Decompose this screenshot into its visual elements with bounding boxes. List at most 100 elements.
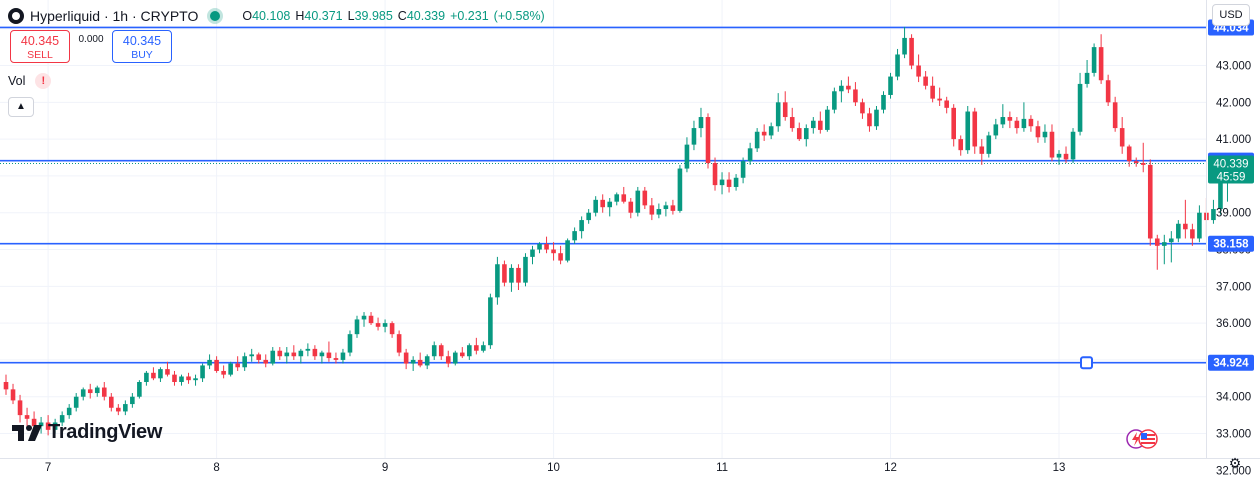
ohlc-low: L39.985 — [347, 9, 393, 23]
candle-body — [1126, 146, 1132, 162]
buy-button[interactable]: 40.345 BUY — [112, 30, 172, 63]
candle-body — [1021, 118, 1027, 129]
candle-body — [1112, 102, 1118, 129]
candle-body — [986, 135, 992, 154]
candle — [94, 385, 100, 397]
candle — [438, 343, 444, 360]
currency-selector[interactable]: USD — [1212, 4, 1250, 26]
candle-body — [17, 400, 23, 416]
candle — [495, 256, 500, 305]
candle — [825, 106, 830, 132]
candle — [368, 312, 374, 325]
candle-body — [312, 348, 318, 357]
candle-body — [347, 334, 353, 353]
candle-body — [277, 350, 283, 357]
candle — [684, 137, 690, 173]
gear-icon[interactable]: ⚙ — [1228, 455, 1242, 471]
candle-body — [979, 146, 985, 154]
candle — [144, 370, 149, 386]
candle — [663, 201, 669, 217]
candle — [1049, 124, 1055, 162]
candle — [109, 393, 114, 412]
ohlc-change: +0.231 — [450, 9, 489, 23]
symbol-name: Hyperliquid — [30, 8, 101, 24]
candle — [256, 352, 262, 364]
candle-body — [726, 179, 732, 187]
y-tick-label: 41.000 — [1216, 134, 1251, 146]
candle — [1169, 231, 1174, 263]
tradingview-logo[interactable]: TradingView — [12, 421, 162, 444]
candle-body — [698, 117, 704, 129]
candle — [165, 361, 170, 377]
candle-body — [291, 352, 297, 357]
candle-body — [558, 253, 563, 261]
volume-indicator[interactable]: Vol ! — [8, 73, 52, 89]
candle — [235, 356, 240, 371]
candle-body — [1042, 131, 1048, 138]
candle — [3, 374, 9, 395]
candle-body — [614, 194, 620, 202]
candle-body — [101, 387, 107, 397]
sell-button[interactable]: 40.345 SELL — [10, 30, 70, 63]
candle — [993, 118, 999, 140]
interval: 1h — [112, 8, 129, 24]
candle-body — [284, 352, 290, 357]
legend-title[interactable]: Hyperliquid · 1h · CRYPTO — [30, 8, 198, 24]
candle — [445, 350, 451, 368]
candle-body — [94, 387, 100, 394]
candle-body — [403, 352, 409, 364]
level-drag-handle[interactable] — [1080, 356, 1093, 370]
candle — [417, 352, 423, 368]
candle-body — [1056, 153, 1062, 158]
candle — [951, 104, 956, 147]
hyperliquid-logo-icon — [8, 8, 24, 24]
level-label-text: 34.924 — [1213, 358, 1249, 370]
candle-body — [186, 376, 191, 381]
candle-body — [1014, 120, 1020, 129]
candle — [361, 312, 367, 327]
candle — [298, 348, 304, 364]
candle — [1119, 117, 1125, 154]
candle — [691, 120, 697, 151]
candle — [747, 142, 753, 165]
candle — [45, 415, 51, 436]
candle — [481, 341, 486, 353]
candle-body — [509, 267, 514, 283]
market-status-icon[interactable] — [210, 11, 221, 21]
candle — [558, 245, 563, 265]
candle-body — [811, 120, 816, 129]
candle-body — [228, 363, 233, 375]
candle — [1105, 74, 1111, 106]
ohlc-change-percent: (+0.58%) — [493, 9, 545, 23]
candle-body — [214, 359, 219, 371]
candle-body — [544, 244, 549, 250]
candle-body — [586, 212, 591, 221]
candle-body — [389, 323, 395, 335]
current-price-value: 40.339 — [1213, 158, 1248, 170]
candle — [986, 131, 992, 158]
current-price-box — [1208, 155, 1254, 184]
y-tick-label: 42.000 — [1216, 97, 1251, 109]
candle-body — [888, 76, 893, 95]
candle-body — [179, 376, 184, 382]
chevron-up-icon[interactable]: ▲ — [8, 97, 34, 117]
candle-body — [361, 315, 367, 320]
candle — [200, 363, 205, 382]
candle — [242, 352, 247, 371]
warning-icon[interactable]: ! — [35, 73, 52, 89]
candle-body — [424, 356, 430, 366]
candle-body — [818, 120, 823, 130]
candle-body — [502, 264, 507, 283]
candle-body — [691, 128, 697, 145]
candle — [600, 194, 605, 213]
event-flags-icon[interactable] — [1125, 428, 1159, 450]
ohlc-high: H40.371 — [295, 9, 343, 23]
time-axis[interactable]: 7 8 9 10 11 12 13 — [45, 462, 1065, 474]
candle — [572, 227, 577, 244]
candle — [811, 117, 816, 134]
candle — [488, 293, 493, 349]
candle-body — [621, 194, 627, 202]
candle — [1190, 223, 1195, 246]
candle-body — [846, 85, 851, 90]
